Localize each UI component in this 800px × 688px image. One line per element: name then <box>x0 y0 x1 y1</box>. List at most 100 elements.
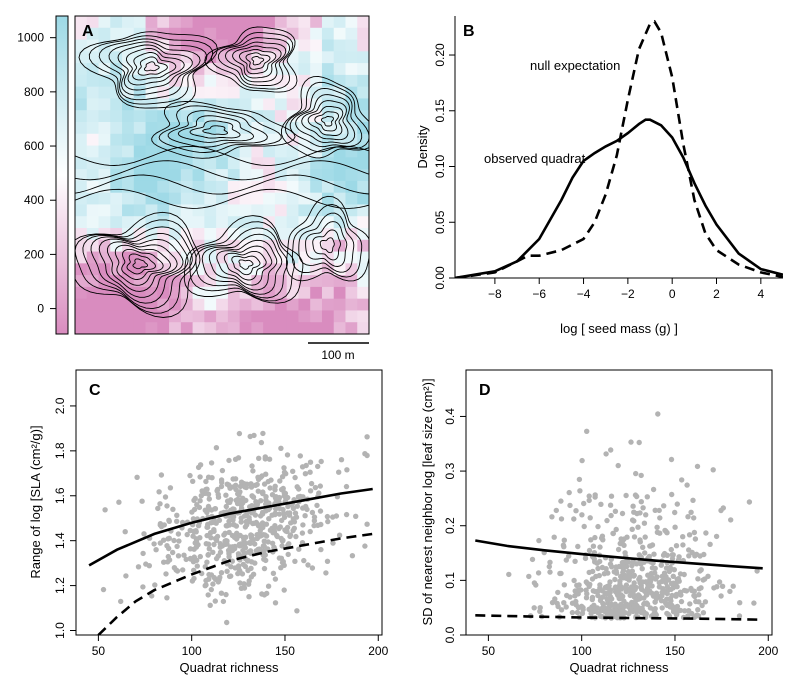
heatmap-cell <box>274 122 288 135</box>
heatmap-cell <box>216 298 229 311</box>
heatmap-cell <box>98 192 111 205</box>
heatmap-cell <box>345 239 358 252</box>
heatmap-cell <box>216 157 229 170</box>
scatter-point <box>563 557 569 563</box>
scatter-point <box>662 576 668 582</box>
heatmap-cell <box>133 216 146 229</box>
heatmap-cell <box>204 239 217 252</box>
scatter-point <box>573 508 579 514</box>
scatter-point <box>318 458 324 465</box>
scatter-point <box>362 543 368 549</box>
scatter-point <box>673 591 680 598</box>
scatter-point <box>631 509 637 515</box>
scatter-point <box>686 532 693 538</box>
scatter-point <box>643 611 649 617</box>
heatmap-cell <box>192 298 205 311</box>
scatter-point <box>161 522 167 528</box>
scatter-point <box>656 507 662 514</box>
heatmap-cell <box>110 122 123 135</box>
heatmap-cell <box>357 298 369 311</box>
heatmap-cell <box>110 204 123 217</box>
heatmap-cell <box>310 251 323 264</box>
heatmap-cell <box>204 86 217 99</box>
scatter-point <box>217 574 223 581</box>
y-tick-label: 0.0 <box>443 626 457 643</box>
scatter-point <box>191 567 197 573</box>
heatmap-cell <box>357 51 369 64</box>
scatter-point <box>595 592 601 599</box>
scatter-point <box>240 534 246 541</box>
scatter-point <box>535 570 542 576</box>
heatmap-cell <box>321 157 335 170</box>
scatter-point <box>285 551 291 558</box>
heatmap-cell <box>75 157 88 170</box>
scatter-point <box>688 509 694 515</box>
heatmap-cell <box>122 216 135 229</box>
heatmap-cell <box>345 27 358 40</box>
scatter-point <box>205 503 212 510</box>
scatter-point <box>235 570 241 577</box>
scatter-point <box>211 541 217 548</box>
heatmap-cell <box>86 133 99 146</box>
heatmap-cell <box>298 98 311 111</box>
contour-line <box>75 160 369 181</box>
heatmap-cell <box>204 74 217 88</box>
scatter-point <box>336 469 342 475</box>
scatter-point <box>661 503 667 509</box>
scatter-point <box>695 576 701 582</box>
scatter-point <box>296 486 302 492</box>
heatmap-cell <box>75 74 88 88</box>
scatter-point <box>349 553 356 559</box>
heatmap-cell <box>86 298 99 311</box>
heatmap-cell <box>157 322 170 334</box>
scatter-point <box>304 506 310 513</box>
heatmap-cell <box>239 145 252 158</box>
heatmap-cell <box>98 27 111 40</box>
scatter-point <box>309 565 316 571</box>
scatter-point <box>579 512 585 518</box>
scatter-point <box>299 530 306 536</box>
scatter-point <box>260 548 266 554</box>
scatter-point <box>364 434 370 440</box>
x-tick-label: 200 <box>758 644 778 658</box>
colorbar <box>55 15 69 335</box>
scatter-point <box>293 533 299 540</box>
x-tick-label: 150 <box>275 644 295 658</box>
scatter-point <box>269 492 276 498</box>
scatter-point <box>639 566 645 572</box>
scatter-point <box>266 516 272 522</box>
scatter-point <box>235 563 242 569</box>
heatmap-cell <box>98 263 111 276</box>
scatter-point <box>561 582 567 588</box>
scatter-point <box>596 572 602 579</box>
heatmap-cell <box>122 204 135 217</box>
heatmap-cell <box>298 322 311 334</box>
scatter-point <box>693 551 700 557</box>
heatmap-cell <box>98 110 111 123</box>
scatter-point <box>338 457 345 463</box>
contour-line <box>88 35 214 105</box>
scatter-point <box>317 508 324 514</box>
heatmap-cell <box>251 322 264 334</box>
heatmap-cell <box>75 169 88 182</box>
heatmap-cell <box>86 216 99 229</box>
contour-line <box>238 259 254 270</box>
heatmap-cell <box>310 286 323 300</box>
heatmap-cell <box>122 51 135 64</box>
heatmap-cell <box>345 51 358 64</box>
y-tick-label: 0.20 <box>433 43 447 67</box>
contour-line <box>98 38 208 101</box>
scatter-point <box>318 546 324 553</box>
heatmap-cell <box>227 180 241 194</box>
heatmap-cell <box>169 98 182 111</box>
scatter-point <box>195 523 202 529</box>
heatmap-cell <box>333 169 346 182</box>
heatmap-cell <box>321 16 335 29</box>
scatter-point <box>630 503 636 509</box>
contour-line <box>223 250 267 281</box>
scatter-point <box>674 611 680 617</box>
scatter-point <box>219 467 226 474</box>
scatter-point <box>193 544 200 550</box>
heatmap-cell <box>133 110 146 123</box>
heatmap-cell <box>204 298 217 311</box>
